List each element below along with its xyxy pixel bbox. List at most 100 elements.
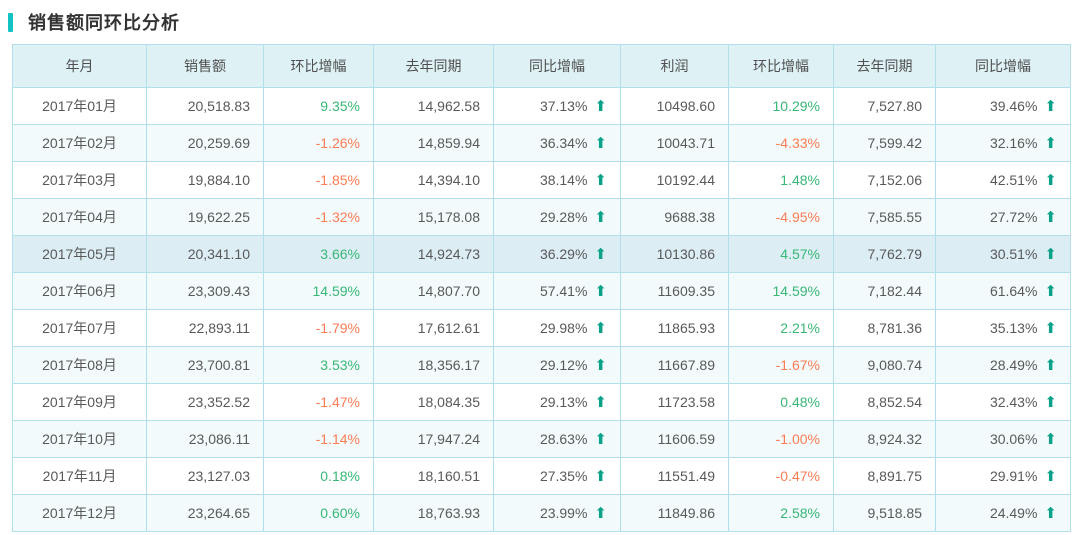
cell-profit_yoy: 29.91% ⬆ bbox=[935, 457, 1071, 495]
cell-profit_mom: -1.00% bbox=[728, 420, 834, 458]
table-row[interactable]: 2017年01月 20,518.83 9.35% 14,962.58 37.13% ⬆ 10… bbox=[12, 87, 1071, 125]
cell-profit_ly: 7,599.42 bbox=[833, 124, 936, 162]
cell-profit_ly: 8,852.54 bbox=[833, 383, 936, 421]
cell-profit_mom: 2.21% bbox=[728, 309, 834, 347]
cell-profit_mom: 14.59% bbox=[728, 272, 834, 310]
cell-profit_yoy: 61.64% ⬆ bbox=[935, 272, 1071, 310]
cell-sales_yoy: 23.99% ⬆ bbox=[493, 494, 621, 532]
cell-sales_ly: 14,859.94 bbox=[373, 124, 494, 162]
cell-profit_yoy: 28.49% ⬆ bbox=[935, 346, 1071, 384]
up-arrow-icon: ⬆ bbox=[1044, 134, 1057, 152]
table-row[interactable]: 2017年12月 23,264.65 0.60% 18,763.93 23.99% ⬆ 11… bbox=[12, 494, 1071, 532]
yoy-value: 36.29% bbox=[539, 246, 588, 262]
table-row[interactable]: 2017年05月 20,341.10 3.66% 14,924.73 36.29% ⬆ 10… bbox=[12, 235, 1071, 273]
cell-month: 2017年03月 bbox=[12, 161, 147, 199]
cell-sales_mom: 0.18% bbox=[263, 457, 374, 495]
column-header-sales_mom: 环比增幅 bbox=[263, 44, 374, 88]
table-row[interactable]: 2017年08月 23,700.81 3.53% 18,356.17 29.12% ⬆ 11… bbox=[12, 346, 1071, 384]
cell-month: 2017年04月 bbox=[12, 198, 147, 236]
yoy-value: 61.64% bbox=[989, 283, 1038, 299]
cell-sales_mom: -1.32% bbox=[263, 198, 374, 236]
cell-sales_ly: 17,947.24 bbox=[373, 420, 494, 458]
yoy-value: 36.34% bbox=[539, 135, 588, 151]
cell-month: 2017年12月 bbox=[12, 494, 147, 532]
cell-month: 2017年06月 bbox=[12, 272, 147, 310]
up-arrow-icon: ⬆ bbox=[594, 467, 607, 485]
report-title-bar: 销售额同环比分析 bbox=[8, 10, 1080, 34]
cell-profit: 10130.86 bbox=[620, 235, 729, 273]
up-arrow-icon: ⬆ bbox=[1044, 245, 1057, 263]
cell-month: 2017年05月 bbox=[12, 235, 147, 273]
cell-month: 2017年07月 bbox=[12, 309, 147, 347]
cell-sales_yoy: 29.13% ⬆ bbox=[493, 383, 621, 421]
cell-profit: 11667.89 bbox=[620, 346, 729, 384]
table-row[interactable]: 2017年02月 20,259.69 -1.26% 14,859.94 36.34% ⬆ 1… bbox=[12, 124, 1071, 162]
yoy-value: 28.49% bbox=[989, 357, 1038, 373]
cell-profit_yoy: 27.72% ⬆ bbox=[935, 198, 1071, 236]
cell-profit_mom: -1.67% bbox=[728, 346, 834, 384]
cell-profit_ly: 9,518.85 bbox=[833, 494, 936, 532]
column-header-sales: 销售额 bbox=[146, 44, 264, 88]
cell-profit: 10498.60 bbox=[620, 87, 729, 125]
up-arrow-icon: ⬆ bbox=[594, 282, 607, 300]
cell-profit_mom: 4.57% bbox=[728, 235, 834, 273]
cell-profit: 10192.44 bbox=[620, 161, 729, 199]
table-row[interactable]: 2017年04月 19,622.25 -1.32% 15,178.08 29.28% ⬆ 9… bbox=[12, 198, 1071, 236]
cell-profit_yoy: 42.51% ⬆ bbox=[935, 161, 1071, 199]
cell-sales: 23,086.11 bbox=[146, 420, 264, 458]
cell-sales: 19,622.25 bbox=[146, 198, 264, 236]
yoy-value: 27.35% bbox=[539, 468, 588, 484]
cell-profit_mom: -4.95% bbox=[728, 198, 834, 236]
yoy-value: 29.91% bbox=[989, 468, 1038, 484]
yoy-value: 23.99% bbox=[539, 505, 588, 521]
cell-profit: 11849.86 bbox=[620, 494, 729, 532]
cell-profit_mom: 10.29% bbox=[728, 87, 834, 125]
yoy-value: 29.98% bbox=[539, 320, 588, 336]
cell-sales_ly: 18,084.35 bbox=[373, 383, 494, 421]
up-arrow-icon: ⬆ bbox=[594, 208, 607, 226]
table-row[interactable]: 2017年03月 19,884.10 -1.85% 14,394.10 38.14% ⬆ 1… bbox=[12, 161, 1071, 199]
table-row[interactable]: 2017年09月 23,352.52 -1.47% 18,084.35 29.13% ⬆ 1… bbox=[12, 383, 1071, 421]
table-row[interactable]: 2017年07月 22,893.11 -1.79% 17,612.61 29.98% ⬆ 1… bbox=[12, 309, 1071, 347]
cell-profit_ly: 8,781.36 bbox=[833, 309, 936, 347]
page-title: 销售额同环比分析 bbox=[28, 13, 180, 33]
cell-sales_ly: 14,924.73 bbox=[373, 235, 494, 273]
table-row[interactable]: 2017年10月 23,086.11 -1.14% 17,947.24 28.63% ⬆ 1… bbox=[12, 420, 1071, 458]
up-arrow-icon: ⬆ bbox=[594, 504, 607, 522]
table-row[interactable]: 2017年06月 23,309.43 14.59% 14,807.70 57.41% ⬆ 1… bbox=[12, 272, 1071, 310]
cell-sales_ly: 15,178.08 bbox=[373, 198, 494, 236]
yoy-value: 57.41% bbox=[539, 283, 588, 299]
cell-sales: 23,700.81 bbox=[146, 346, 264, 384]
up-arrow-icon: ⬆ bbox=[594, 393, 607, 411]
up-arrow-icon: ⬆ bbox=[1044, 467, 1057, 485]
up-arrow-icon: ⬆ bbox=[1044, 171, 1057, 189]
cell-profit: 9688.38 bbox=[620, 198, 729, 236]
table-row[interactable]: 2017年11月 23,127.03 0.18% 18,160.51 27.35% ⬆ 11… bbox=[12, 457, 1071, 495]
cell-profit_yoy: 32.16% ⬆ bbox=[935, 124, 1071, 162]
up-arrow-icon: ⬆ bbox=[1044, 504, 1057, 522]
cell-sales_yoy: 29.28% ⬆ bbox=[493, 198, 621, 236]
yoy-value: 24.49% bbox=[989, 505, 1038, 521]
column-header-profit: 利润 bbox=[620, 44, 729, 88]
cell-sales_ly: 17,612.61 bbox=[373, 309, 494, 347]
cell-profit_mom: 2.58% bbox=[728, 494, 834, 532]
up-arrow-icon: ⬆ bbox=[594, 319, 607, 337]
cell-sales: 23,264.65 bbox=[146, 494, 264, 532]
cell-month: 2017年02月 bbox=[12, 124, 147, 162]
cell-sales_mom: -1.85% bbox=[263, 161, 374, 199]
sales-report: 销售额同环比分析 年月 销售额 环比增幅 去年同期 同比增幅 利润 环比增幅 去年同期 同比增幅… bbox=[0, 10, 1080, 535]
cell-sales_mom: 14.59% bbox=[263, 272, 374, 310]
cell-profit: 10043.71 bbox=[620, 124, 729, 162]
cell-sales: 23,309.43 bbox=[146, 272, 264, 310]
yoy-value: 39.46% bbox=[989, 98, 1038, 114]
column-header-sales_yoy: 同比增幅 bbox=[493, 44, 621, 88]
column-header-month: 年月 bbox=[12, 44, 147, 88]
cell-profit_mom: -0.47% bbox=[728, 457, 834, 495]
cell-sales_yoy: 29.12% ⬆ bbox=[493, 346, 621, 384]
cell-sales_ly: 14,962.58 bbox=[373, 87, 494, 125]
up-arrow-icon: ⬆ bbox=[594, 134, 607, 152]
cell-profit: 11723.58 bbox=[620, 383, 729, 421]
cell-sales_mom: 3.66% bbox=[263, 235, 374, 273]
up-arrow-icon: ⬆ bbox=[1044, 393, 1057, 411]
cell-profit: 11606.59 bbox=[620, 420, 729, 458]
